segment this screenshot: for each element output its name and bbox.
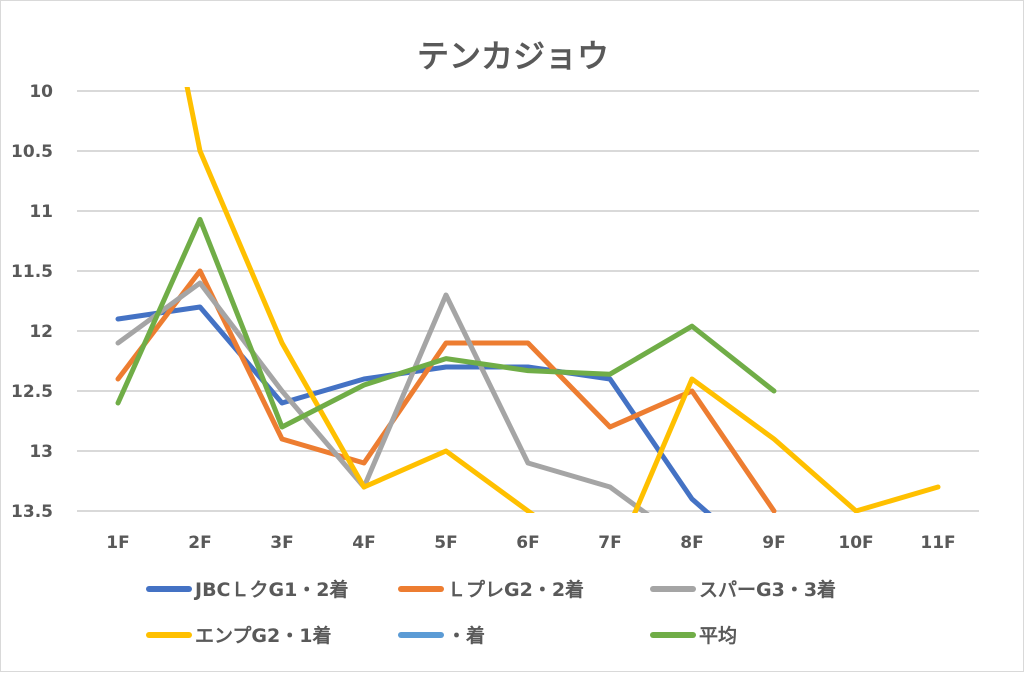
x-tick-label: 11F — [920, 533, 955, 553]
series-line-3 — [184, 87, 941, 513]
series-line-5 — [115, 216, 777, 430]
y-tick-label: 12 — [29, 322, 53, 342]
y-tick-label: 10 — [29, 82, 53, 102]
chart-title: テンカジョウ — [417, 37, 609, 75]
y-tick-label: 13 — [29, 442, 53, 462]
series-line-0 — [115, 304, 712, 513]
legend-item[interactable]: 平均 — [650, 624, 737, 647]
x-tick-label: 1F — [106, 533, 129, 553]
x-tick-label: 8F — [680, 533, 703, 553]
x-tick-label: 5F — [434, 533, 457, 553]
y-tick-label: 12.5 — [11, 382, 53, 402]
legend-item[interactable]: JBCＬクG1・2着 — [146, 578, 349, 601]
legend-item[interactable]: エンプG2・1着 — [146, 624, 331, 647]
y-tick-label: 11.5 — [11, 262, 53, 282]
legend-label: スパーG3・3着 — [699, 578, 836, 601]
legend-item[interactable]: ・着 — [398, 624, 485, 647]
x-tick-label: 9F — [762, 533, 785, 553]
x-tick-label: 6F — [516, 533, 539, 553]
x-tick-label: 2F — [188, 533, 211, 553]
y-tick-label: 13.5 — [11, 502, 53, 522]
legend-label: ・着 — [447, 624, 485, 647]
x-tick-label: 10F — [838, 533, 873, 553]
x-tick-label: 3F — [270, 533, 293, 553]
legend-label: エンプG2・1着 — [195, 624, 331, 647]
legend-label: JBCＬクG1・2着 — [193, 578, 349, 601]
legend-item[interactable]: スパーG3・3着 — [650, 578, 836, 601]
legend-label: 平均 — [699, 624, 737, 647]
y-tick-label: 11 — [29, 202, 53, 222]
legend-item[interactable]: ＬプレG2・2着 — [398, 578, 584, 601]
legend-label: ＬプレG2・2着 — [447, 578, 584, 601]
series-line-1 — [115, 268, 777, 513]
x-tick-label: 7F — [598, 533, 621, 553]
series-line-2 — [115, 280, 650, 513]
x-tick-label: 4F — [352, 533, 375, 553]
y-tick-label: 10.5 — [11, 142, 53, 162]
